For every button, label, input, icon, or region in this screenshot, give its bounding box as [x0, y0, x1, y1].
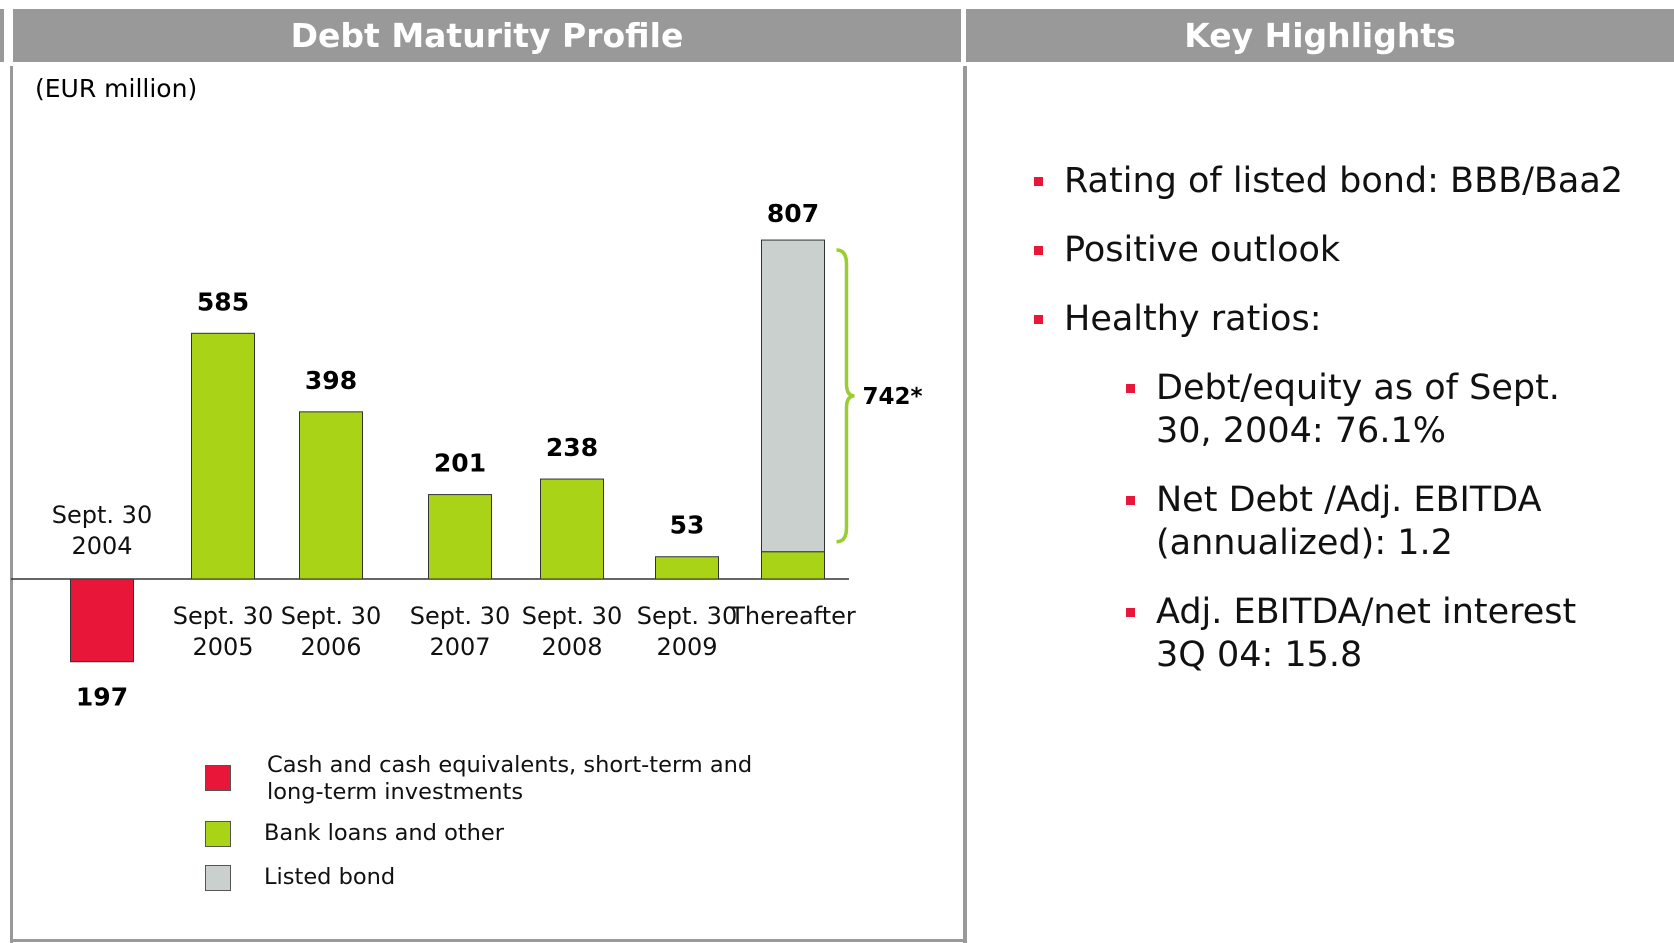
x-tick-label: Sept. 30 2008	[521, 602, 623, 661]
panel-border	[10, 939, 966, 942]
x-tick-label: Thereafter	[730, 602, 856, 630]
data-label: 742*	[863, 384, 923, 410]
highlight-subitem: Net Debt /Adj. EBITDA (annualized): 1.2	[1126, 479, 1626, 565]
highlight-subitem: Adj. EBITDA/net interest 3Q 04: 15.8	[1126, 591, 1626, 677]
data-label: 197	[76, 683, 128, 712]
bullet	[1034, 246, 1043, 255]
data-label: 238	[546, 433, 598, 462]
highlight-item: Positive outlook	[1034, 229, 1674, 272]
highlights-list: Rating of listed bond: BBB/Baa2 Positive …	[1034, 160, 1674, 703]
bar	[70, 578, 134, 663]
legend-label: Listed bond	[264, 864, 396, 890]
bullet	[1126, 496, 1135, 505]
header-edge	[0, 9, 4, 62]
bar	[655, 556, 719, 580]
data-label: 585	[197, 287, 249, 316]
panel-border	[963, 66, 967, 943]
data-label: 201	[434, 449, 486, 478]
legend-label: Bank loans and other	[264, 820, 505, 846]
bar	[428, 494, 492, 580]
bar	[761, 551, 825, 580]
bar	[299, 411, 363, 580]
legend-swatch	[205, 865, 231, 891]
panel-border	[10, 66, 13, 943]
highlight-item: Rating of listed bond: BBB/Baa2	[1034, 160, 1674, 203]
legend-swatch	[205, 765, 231, 791]
bar	[540, 478, 604, 580]
highlight-text: Healthy ratios:	[1064, 299, 1322, 339]
highlights-title: Key Highlights	[966, 9, 1674, 62]
highlight-subitem: Debt/equity as of Sept. 30, 2004: 76.1%	[1126, 367, 1626, 453]
highlight-subtext: Net Debt /Adj. EBITDA (annualized): 1.2	[1156, 480, 1542, 563]
bar	[191, 332, 255, 580]
data-label: 53	[670, 511, 705, 540]
highlight-subtext: Debt/equity as of Sept. 30, 2004: 76.1%	[1156, 368, 1560, 451]
total-label: 807	[767, 199, 819, 228]
legend-swatch	[205, 821, 231, 847]
chart-title: Debt Maturity Profile	[13, 9, 961, 62]
x-tick-label: Sept. 30 2004	[51, 501, 153, 560]
chart: 197 585 398 201 238 53 742* 807	[11, 199, 923, 712]
unit-label: (EUR million)	[35, 74, 198, 103]
highlight-text: Rating of listed bond: BBB/Baa2	[1064, 161, 1624, 201]
x-tick-label: Sept. 30 2009	[636, 602, 738, 661]
bullet	[1034, 177, 1043, 186]
highlight-text: Positive outlook	[1064, 230, 1341, 270]
x-tick-label: Sept. 30 2007	[409, 602, 511, 661]
highlight-subtext: Adj. EBITDA/net interest 3Q 04: 15.8	[1156, 592, 1577, 675]
data-label: 398	[305, 366, 357, 395]
bar	[761, 239, 825, 553]
brace	[836, 248, 855, 544]
bullet	[1126, 608, 1135, 617]
x-tick-label: Sept. 30 2005	[172, 602, 274, 661]
highlight-item: Healthy ratios:	[1034, 298, 1674, 341]
bullet	[1034, 315, 1043, 324]
bullet	[1126, 384, 1135, 393]
x-tick-label: Sept. 30 2006	[280, 602, 382, 661]
legend-label: Cash and cash equivalents, short-term an…	[267, 752, 753, 805]
